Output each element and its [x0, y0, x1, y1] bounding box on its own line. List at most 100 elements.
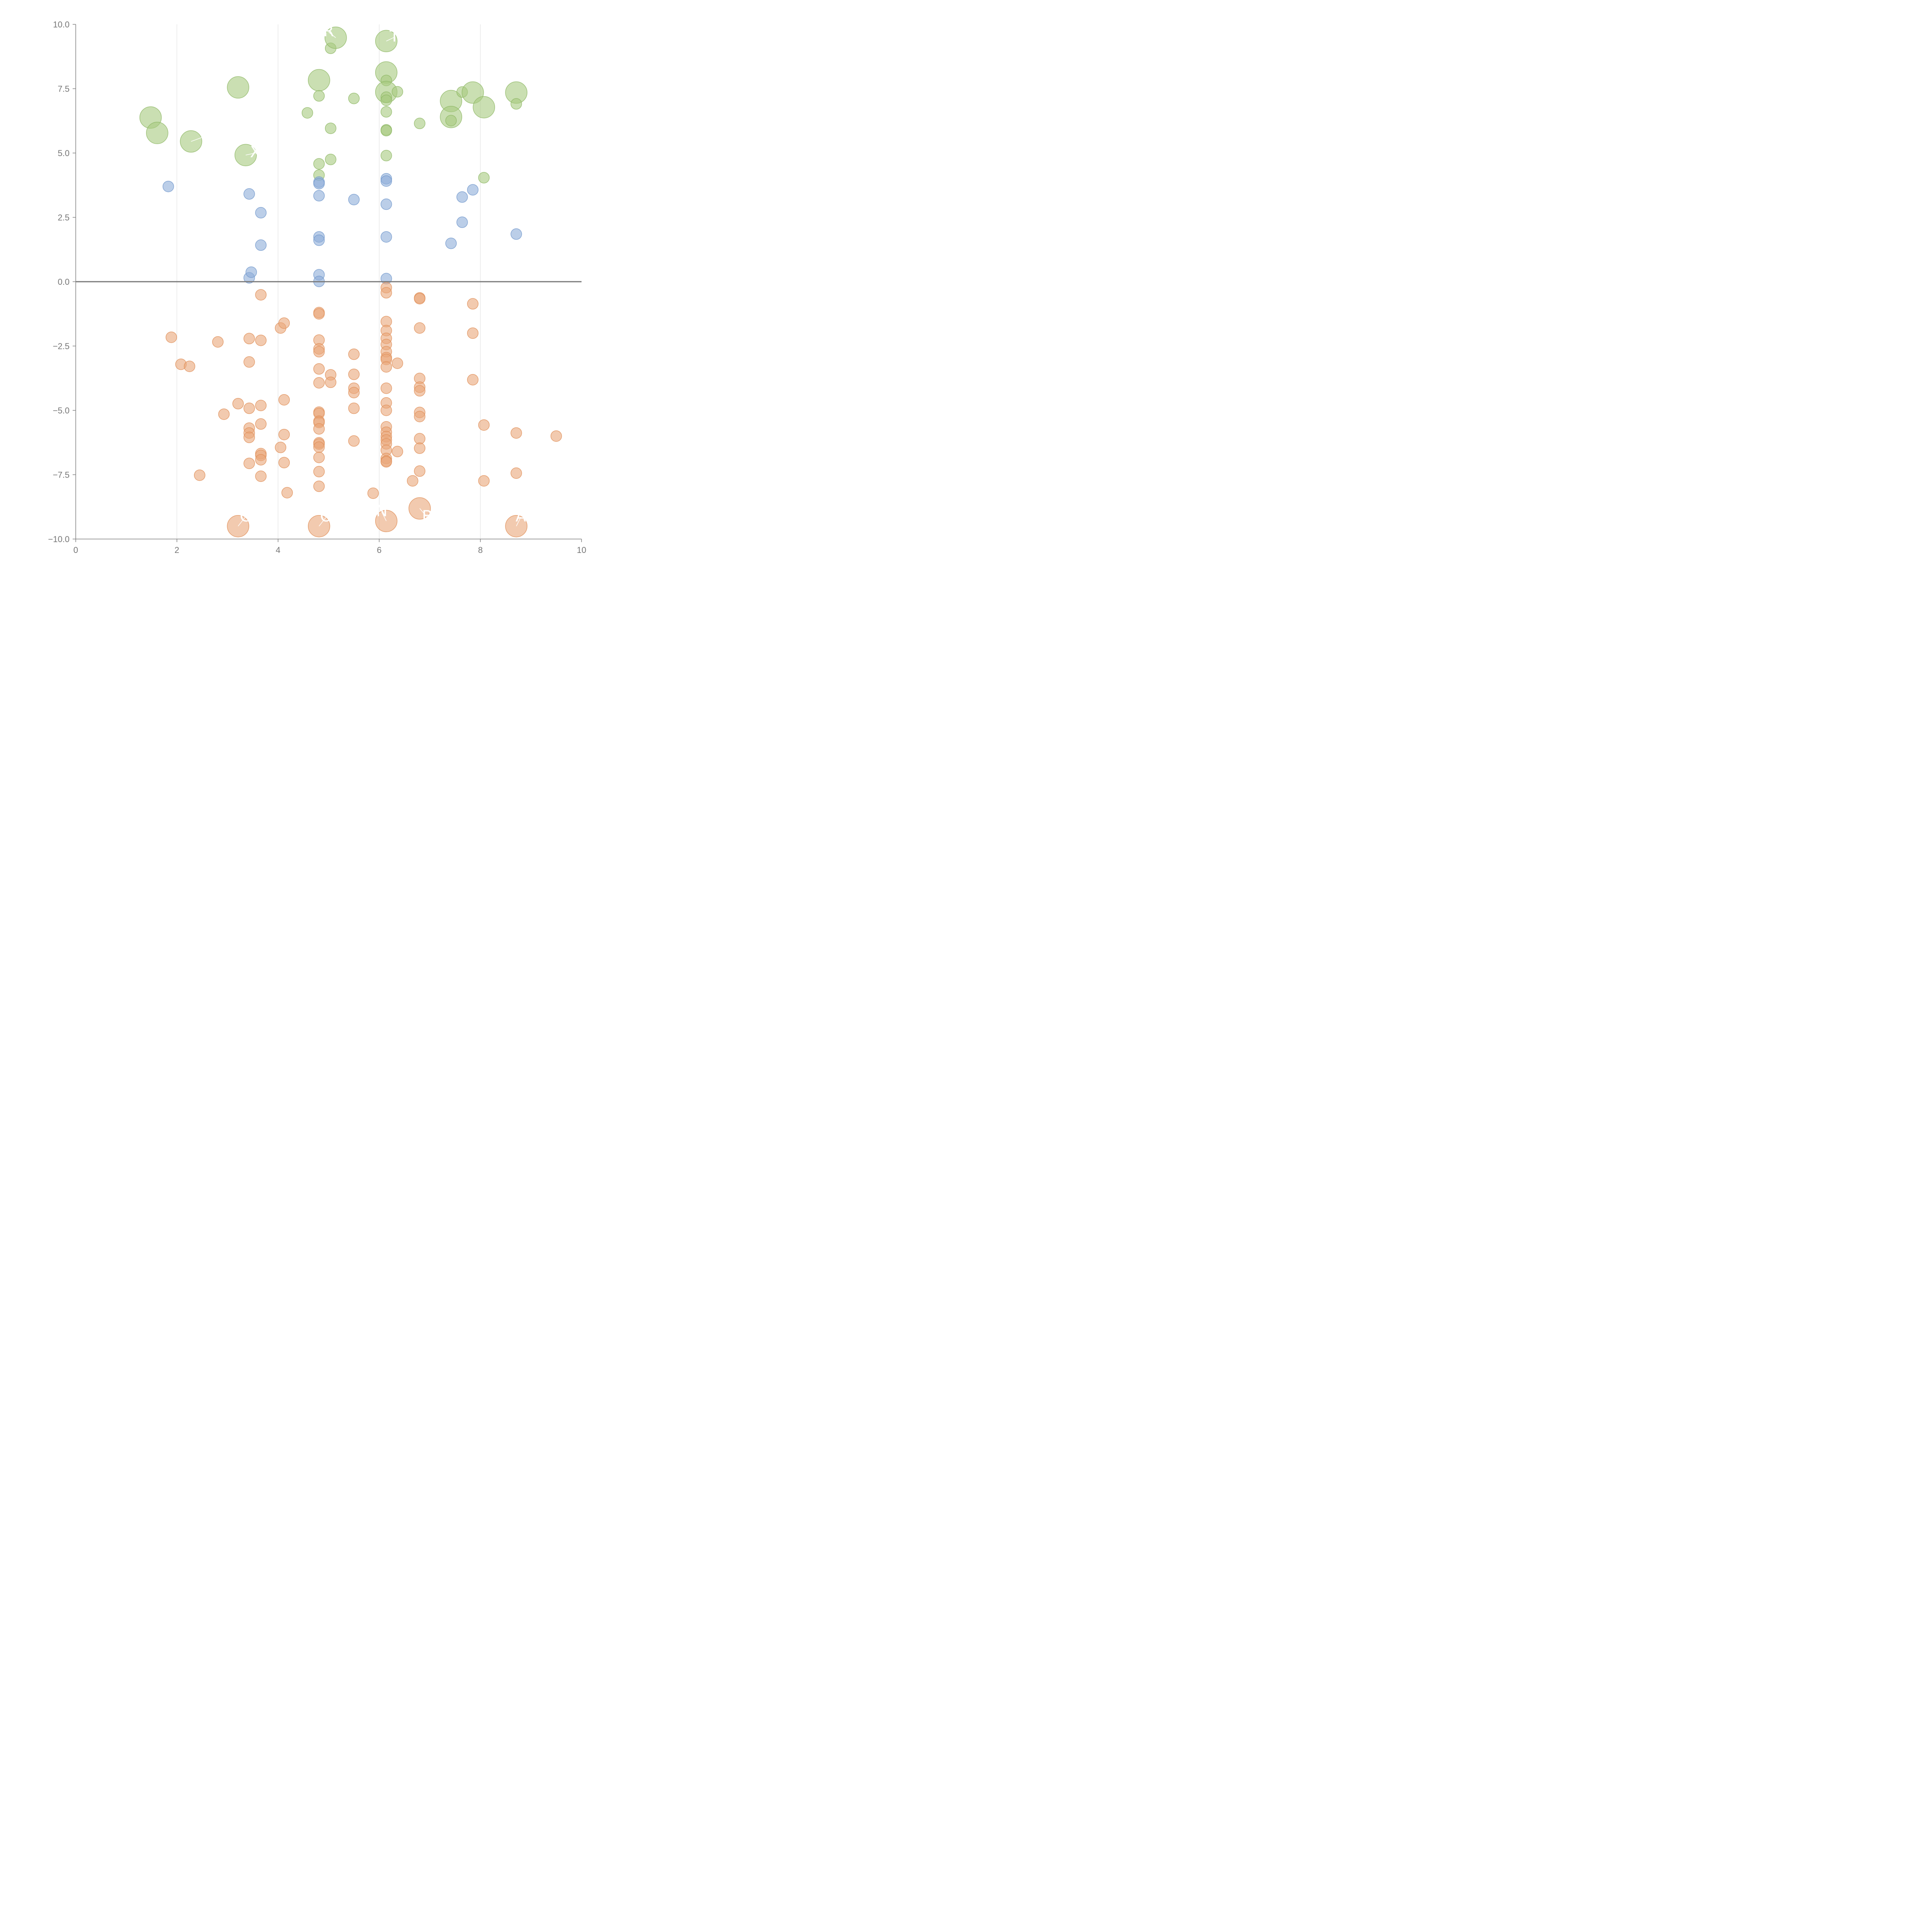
orange-bubble-83: [407, 475, 418, 487]
x-tick-label: 6: [377, 545, 381, 555]
orange-bubble-6: [232, 398, 244, 410]
annotation-label-0: R: [323, 22, 334, 40]
orange-bubble-13: [243, 432, 255, 443]
blue-bubble-0: [162, 180, 174, 192]
axis-layer: 0 2 4 6 8 10 10.0 7.5 5.0 2.5 0.0 −2.5 −5.0 −7.5 −10.0: [48, 20, 586, 555]
orange-bubble-36: [313, 377, 325, 389]
y-tick-label: 2.5: [58, 213, 70, 223]
chart-svg: 0 2 4 6 8 10 10.0 7.5 5.0 2.5 0.0 −2.5 −5.0 −7.5 −10.0…: [48, 20, 586, 555]
orange-bubble-59: [380, 287, 392, 299]
annotation-leader-8: [516, 517, 521, 527]
y-tick-label: −7.5: [53, 470, 70, 480]
annotation-leader-7: [419, 508, 428, 517]
orange-bubble-67: [380, 361, 392, 373]
orange-bubble-41: [313, 423, 325, 435]
orange-bubble-79: [380, 456, 392, 468]
orange-bubble-51: [348, 349, 360, 360]
orange-bubble-55: [348, 402, 360, 414]
orange-bubble-46: [313, 466, 325, 478]
orange-bubble-93: [414, 442, 425, 454]
orange-bubble-56: [348, 435, 360, 447]
green-bubble-35: [510, 98, 522, 110]
orange-bubble-92: [414, 433, 425, 445]
orange-bubble-8: [243, 333, 255, 344]
green-bubble-25: [391, 86, 403, 98]
green-bubble-33: [478, 172, 490, 184]
orange-bubble-22: [255, 470, 267, 482]
annotation-label-7: B: [422, 507, 432, 525]
blue-bubble-5: [255, 239, 267, 251]
orange-bubble-16: [255, 335, 267, 346]
y-tick-label: 7.5: [58, 84, 70, 94]
blue-bubble-7: [313, 178, 325, 190]
orange-bubble-25: [278, 317, 290, 329]
y-tick-label: 10.0: [53, 20, 70, 29]
orange-bubble-89: [414, 385, 425, 397]
annotation-label-2: LO: [202, 124, 222, 142]
green-bubble-14: [348, 93, 360, 104]
orange-bubble-35: [313, 363, 325, 375]
blue-bubble-22: [467, 184, 479, 196]
orange-bubble-54: [348, 387, 360, 398]
y-tick-label: 0.0: [58, 277, 70, 287]
orange-bubble-101: [510, 427, 522, 439]
orange-bubble-99: [478, 419, 490, 431]
y-tick-label: −5.0: [53, 406, 70, 415]
blue-bubble-3: [245, 266, 257, 278]
x-tick-label: 4: [276, 545, 280, 555]
orange-bubble-100: [478, 475, 490, 487]
blue-bubble-21: [456, 216, 468, 228]
orange-bubble-44: [313, 441, 325, 453]
orange-bubble-21: [255, 454, 267, 466]
orange-bubble-29: [281, 487, 293, 498]
orange-bubble-9: [243, 356, 255, 368]
orange-bubble-15: [255, 289, 267, 301]
orange-bubble-31: [313, 308, 325, 320]
annotation-label-1: T: [389, 27, 399, 45]
annotation-leader-6: [381, 512, 387, 521]
orange-bubble-14: [243, 457, 255, 469]
blue-bubble-15: [380, 175, 392, 187]
green-bubble-21: [380, 106, 392, 118]
orange-bubble-70: [380, 405, 392, 416]
annotation-leader-2: [191, 133, 213, 142]
blue-bubble-19: [445, 238, 457, 249]
green-bubble-24: [380, 150, 392, 162]
orange-bubble-94: [414, 465, 425, 477]
annotation-leader-1: [386, 37, 395, 41]
x-tick-label: 0: [73, 545, 78, 555]
blue-bubble-1: [243, 188, 255, 200]
annotation-label-3: X: [250, 143, 260, 161]
orange-bubble-17: [255, 400, 267, 412]
orange-bubble-68: [380, 382, 392, 394]
orange-bubble-50: [325, 376, 337, 388]
orange-bubble-26: [278, 394, 290, 406]
y-tick-label: −10.0: [48, 534, 70, 544]
orange-bubble-27: [278, 429, 290, 440]
orange-bubble-52: [348, 369, 360, 380]
orange-bubble-18: [255, 418, 267, 430]
orange-bubble-102: [510, 467, 522, 479]
orange-bubble-97: [467, 327, 479, 339]
blue-bubble-4: [255, 207, 267, 219]
annotation-leader-4: [238, 517, 246, 527]
blue-bubble-10: [313, 235, 325, 246]
green-bubble-3: [227, 76, 249, 99]
orange-bubble-34: [313, 346, 325, 357]
orange-bubble-81: [391, 357, 403, 369]
blue-bubble-13: [348, 194, 360, 206]
orange-bubble-98: [467, 374, 479, 386]
green-bubble-6: [308, 69, 330, 92]
green-bubble-23: [380, 125, 392, 136]
annotation-leader-5: [319, 517, 327, 527]
green-bubble-11: [325, 122, 337, 134]
green-bubble-26: [414, 117, 425, 129]
green-bubble-12: [325, 153, 337, 165]
orange-bubble-2: [184, 361, 196, 372]
x-tick-label: 8: [478, 545, 483, 555]
green-bubble-5: [301, 107, 313, 119]
orange-bubble-57: [367, 487, 379, 499]
annotation-leader-3: [245, 153, 255, 156]
y-tick-label: −2.5: [53, 342, 70, 351]
annotation-label-4: C: [240, 507, 251, 525]
